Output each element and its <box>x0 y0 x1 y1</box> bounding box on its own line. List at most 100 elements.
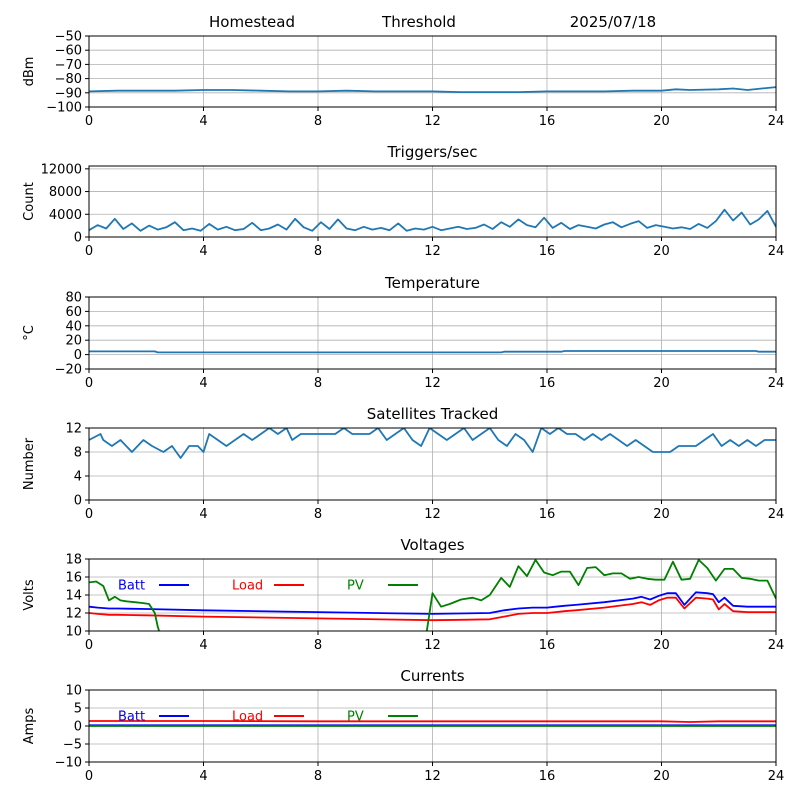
legend-label-pv: PV <box>347 710 364 725</box>
series-group-temperature <box>89 350 776 354</box>
y-tick-label: 8000 <box>49 185 82 200</box>
panel-title: Temperature <box>384 274 480 292</box>
panel-satellites: 0 4 8 12 16 20 24 0 4 8 12 Satellites Tracked Number <box>22 405 784 522</box>
series-group-satellites <box>89 428 776 459</box>
x-tick-label: 0 <box>85 769 93 784</box>
y-tick-label: −5 <box>63 738 82 753</box>
y-tick-label: −100 <box>46 101 82 116</box>
x-tick-label: 0 <box>85 376 93 391</box>
series-line-pv <box>89 580 160 631</box>
y-tick-label: 80 <box>65 291 82 306</box>
series-group-signal <box>89 86 776 93</box>
y-tick-label: −90 <box>55 86 82 101</box>
series-group-voltages <box>89 559 776 631</box>
legend-label-load: Load <box>232 710 263 725</box>
x-tick-label: 24 <box>768 769 785 784</box>
y-tick-label: 60 <box>65 305 82 320</box>
panel-triggers: 0 4 8 12 16 20 24 0 4000 8000 12000 Triggers/sec Cou… <box>22 143 784 259</box>
x-tick-label: 8 <box>314 638 322 653</box>
x-tick-label: 24 <box>768 638 785 653</box>
series-line-load <box>89 720 776 723</box>
x-tick-label: 12 <box>424 114 441 129</box>
x-tick-label: 24 <box>768 244 785 259</box>
x-tick-label: 12 <box>424 769 441 784</box>
legend-label-batt: Batt <box>118 579 145 594</box>
y-axis-label: Count <box>22 182 37 221</box>
y-tick-label: −50 <box>55 30 82 45</box>
y-tick-label: −60 <box>55 44 82 59</box>
x-tick-label: 4 <box>199 507 207 522</box>
x-tick-label: 12 <box>424 507 441 522</box>
x-tick-label: 20 <box>653 114 670 129</box>
y-tick-label: 40 <box>65 319 82 334</box>
x-tick-label: 16 <box>539 376 556 391</box>
x-tick-label: 8 <box>314 114 322 129</box>
x-tick-label: 4 <box>199 114 207 129</box>
x-tick-label: 16 <box>539 769 556 784</box>
legend-voltages: Batt Load PV <box>118 579 418 594</box>
series-line-batt <box>89 591 776 615</box>
x-tick-label: 8 <box>314 244 322 259</box>
series-line-signal <box>89 86 776 93</box>
x-tick-label: 20 <box>653 244 670 259</box>
x-tick-label: 16 <box>539 244 556 259</box>
y-axis-label: °C <box>22 325 37 341</box>
y-tick-label: 0 <box>74 720 82 735</box>
y-tick-label: 0 <box>74 494 82 509</box>
x-tick-label: 24 <box>768 507 785 522</box>
y-axis-label: Volts <box>22 579 37 611</box>
y-tick-label: 5 <box>74 702 82 717</box>
x-tick-label: 0 <box>85 507 93 522</box>
series-line-triggers <box>89 208 776 232</box>
legend-label-pv: PV <box>347 579 364 594</box>
x-tick-label: 4 <box>199 244 207 259</box>
series-line-satellites <box>89 428 776 459</box>
x-tick-label: 4 <box>199 769 207 784</box>
panel-currents: 0 4 8 12 16 20 24 −10 −5 0 5 10 Currents Amps Batt Load… <box>22 667 784 784</box>
y-tick-label: −20 <box>55 363 82 378</box>
x-tick-label: 16 <box>539 114 556 129</box>
panel-voltages: 0 4 8 12 16 20 24 10 12 14 16 18 Voltages Volts Batt Lo… <box>22 536 784 653</box>
y-tick-label: 10 <box>65 625 82 640</box>
series-line-load <box>89 596 776 622</box>
series-line-pv <box>425 559 776 631</box>
y-axis-label: dBm <box>22 57 37 87</box>
x-tick-label: 4 <box>199 638 207 653</box>
y-tick-label: 20 <box>65 334 82 349</box>
panel-title: Triggers/sec <box>387 143 478 161</box>
x-tick-label: 20 <box>653 769 670 784</box>
legend-label-batt: Batt <box>118 710 145 725</box>
station-title: Homestead <box>209 13 295 31</box>
panel-title: Voltages <box>400 536 464 554</box>
y-tick-label: −80 <box>55 72 82 87</box>
x-tick-label: 8 <box>314 769 322 784</box>
x-tick-label: 16 <box>539 507 556 522</box>
date-title: 2025/07/18 <box>570 13 656 31</box>
x-tick-label: 12 <box>424 638 441 653</box>
y-axis-label: Number <box>22 437 37 490</box>
y-tick-label: 12 <box>65 422 82 437</box>
x-tick-label: 0 <box>85 244 93 259</box>
panel-signal: 0 4 8 12 16 20 24 −100−90−80−70−60−50 dBm <box>22 30 784 130</box>
y-tick-label: 12000 <box>41 162 82 177</box>
y-tick-label: 4000 <box>49 208 82 223</box>
x-tick-label: 8 <box>314 507 322 522</box>
x-tick-label: 24 <box>768 114 785 129</box>
legend-currents: Batt Load PV <box>118 710 418 725</box>
y-tick-label: −10 <box>55 756 82 771</box>
x-tick-label: 0 <box>85 638 93 653</box>
y-axis-label: Amps <box>22 707 37 744</box>
x-tick-label: 20 <box>653 376 670 391</box>
y-tick-label: 10 <box>65 684 82 699</box>
panel-title: Satellites Tracked <box>367 405 498 423</box>
y-tick-label: 4 <box>74 470 82 485</box>
y-tick-label: 16 <box>65 571 82 586</box>
x-tick-label: 16 <box>539 638 556 653</box>
y-tick-label: 0 <box>74 231 82 246</box>
y-tick-label: −70 <box>55 58 82 73</box>
y-tick-label: 14 <box>65 589 82 604</box>
x-tick-label: 12 <box>424 244 441 259</box>
